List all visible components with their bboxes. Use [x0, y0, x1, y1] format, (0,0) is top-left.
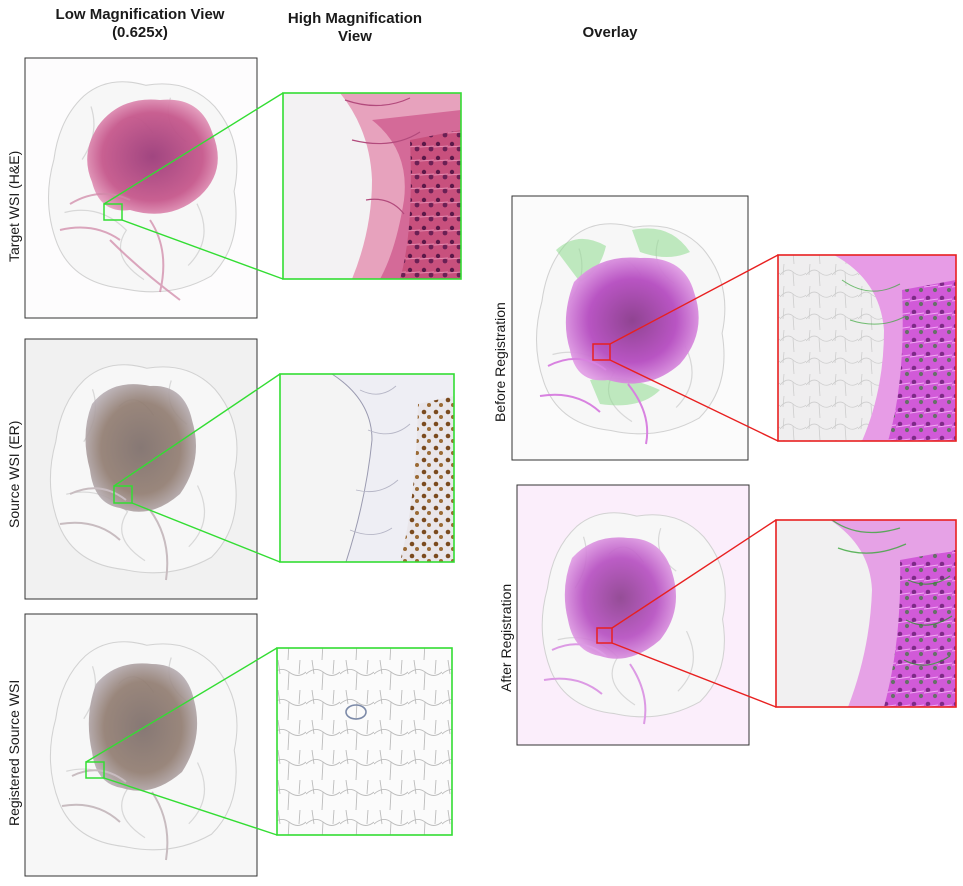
- after-overlay-panel: [516, 484, 750, 746]
- registered-connector-bottom: [103, 777, 278, 836]
- row-label-before-text: Before Registration: [492, 302, 508, 422]
- source-low-mag-panel: [24, 338, 258, 600]
- target-roi-box: [103, 203, 123, 221]
- overlay-header: Overlay: [560, 24, 660, 42]
- overlay-header-text: Overlay: [582, 24, 638, 41]
- after-connector-bottom: [611, 642, 777, 708]
- low-mag-header: Low Magnification View (0.625x): [40, 6, 240, 42]
- row-label-target-text: Target WSI (H&E): [6, 150, 22, 262]
- source-connector-bottom: [131, 502, 281, 563]
- target-connector-top: [103, 92, 284, 205]
- row-label-before: Before Registration: [492, 302, 508, 422]
- high-mag-header-text: High Magnification View: [287, 10, 423, 45]
- after-roi-box: [596, 627, 613, 644]
- target-connector-bottom: [121, 219, 284, 280]
- row-label-source: Source WSI (ER): [6, 421, 22, 528]
- before-connector-bottom: [609, 359, 779, 442]
- row-label-source-text: Source WSI (ER): [6, 420, 22, 528]
- source-connector-top: [113, 373, 281, 487]
- row-label-registered: Registered Source WSI: [6, 680, 22, 826]
- row-label-after: After Registration: [498, 584, 514, 692]
- row-label-registered-text: Registered Source WSI: [6, 679, 22, 826]
- target-high-mag-panel: [282, 92, 462, 280]
- registered-low-mag-panel: [24, 613, 258, 877]
- before-roi-box: [592, 343, 611, 361]
- before-connector-top: [609, 254, 779, 345]
- before-overlay-panel: [511, 195, 749, 461]
- after-zoom-panel: [775, 519, 957, 708]
- registered-high-mag-panel: [276, 647, 453, 836]
- row-label-target: Target WSI (H&E): [6, 151, 22, 262]
- row-label-after-text: After Registration: [498, 583, 514, 692]
- low-mag-header-text: Low Magnification View (0.625x): [55, 6, 225, 41]
- after-connector-top: [611, 519, 777, 629]
- source-high-mag-panel: [279, 373, 455, 563]
- before-zoom-panel: [777, 254, 957, 442]
- source-roi-box: [113, 485, 133, 504]
- registered-connector-top: [85, 647, 278, 763]
- registered-roi-box: [85, 761, 105, 779]
- target-low-mag-panel: [24, 57, 258, 319]
- high-mag-header: High Magnification View: [270, 10, 440, 46]
